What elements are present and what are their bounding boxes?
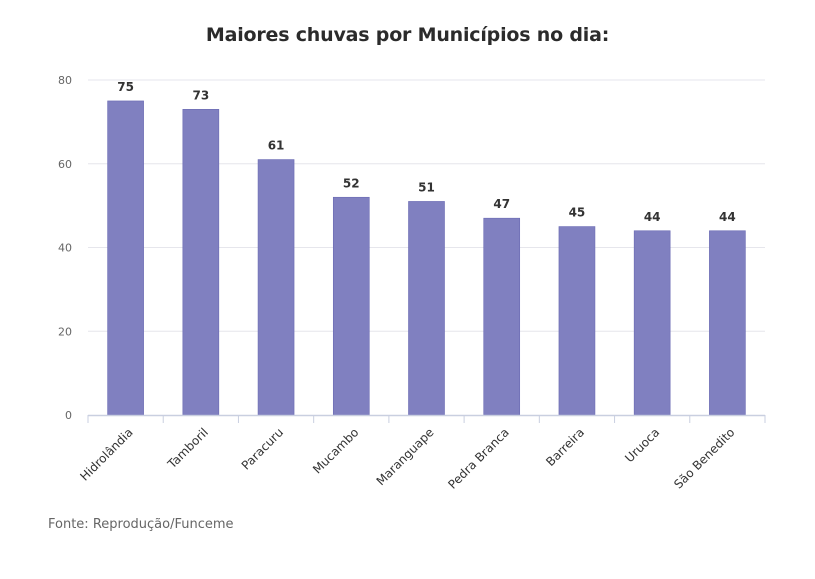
data-label: 61 — [268, 139, 285, 153]
data-label: 52 — [343, 176, 360, 190]
x-tick-label: Mucambo — [310, 425, 361, 476]
bar-series — [107, 100, 746, 416]
bar — [257, 159, 295, 416]
x-tick-label: Tamboril — [164, 425, 211, 472]
data-label: 47 — [493, 197, 510, 211]
bar — [332, 196, 370, 416]
data-label: 44 — [719, 210, 736, 224]
bar — [633, 230, 671, 416]
y-axis-ticks: 0 20 40 60 80 — [58, 74, 72, 422]
data-label: 45 — [569, 206, 586, 220]
bar — [408, 201, 445, 416]
data-label: 51 — [418, 180, 435, 194]
x-tick-label: Paracuru — [239, 425, 286, 472]
bar — [182, 109, 220, 416]
x-tick-label: Pedra Branca — [445, 425, 511, 491]
x-axis-ticks: Hidrolândia Tamboril Paracuru Mucambo Marang… — [77, 425, 737, 491]
y-tick-label: 60 — [58, 158, 72, 171]
bar — [107, 100, 144, 416]
data-label: 73 — [192, 88, 209, 102]
y-tick-label: 40 — [58, 242, 72, 255]
x-axis — [87, 414, 766, 423]
x-tick-label: Hidrolândia — [77, 425, 135, 483]
y-tick-label: 80 — [58, 74, 72, 87]
bar — [558, 226, 596, 416]
bar — [709, 230, 746, 416]
bar — [483, 217, 521, 416]
source-note: Fonte: Reprodução/Funceme — [48, 517, 234, 532]
x-tick-label: São Benedito — [671, 425, 737, 491]
y-tick-label: 20 — [58, 325, 72, 338]
data-label: 44 — [644, 210, 661, 224]
x-tick-label: Maranguape — [374, 425, 437, 488]
x-tick-label: Uruoca — [622, 425, 662, 465]
x-tick-label: Barreira — [543, 425, 587, 469]
data-label: 75 — [117, 80, 134, 94]
y-tick-label: 0 — [65, 409, 72, 422]
chart-title: Maiores chuvas por Municípios no dia: — [205, 24, 610, 46]
data-labels: 75 73 61 52 51 47 45 44 44 — [117, 80, 735, 224]
